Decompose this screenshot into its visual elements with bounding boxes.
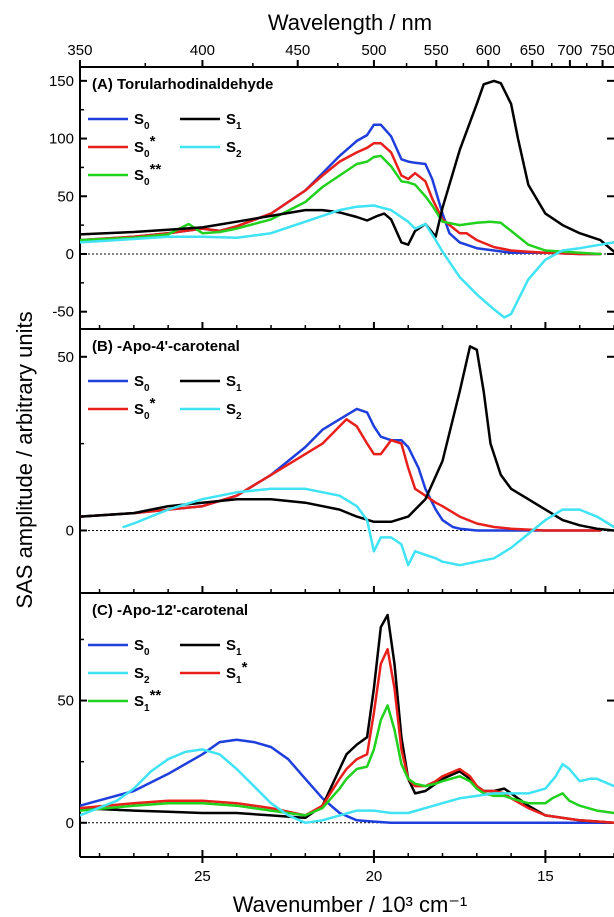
y-tick-label: 100 — [49, 131, 74, 148]
panel-title: (A) Torularhodinaldehyde — [92, 76, 273, 93]
series-group — [80, 613, 614, 825]
top-tick-label: 500 — [361, 42, 386, 59]
top-tick-label: 350 — [67, 42, 92, 59]
series-group — [80, 345, 614, 567]
legend-label-s0star: S0* — [134, 395, 156, 422]
y-tick-label: 0 — [66, 815, 74, 832]
legend-label-s1star: S1* — [226, 659, 248, 686]
top-tick-label: 600 — [476, 42, 501, 59]
legend-label-s0: S0 — [134, 637, 150, 658]
series-line-s1starstar — [80, 704, 614, 817]
x-tick-label: 15 — [537, 868, 554, 885]
x-tick-label: 25 — [194, 868, 211, 885]
bottom-axis-title-text: Wavenumber / 10³ cm⁻¹ — [233, 892, 468, 917]
series-line-s1 — [80, 79, 614, 253]
series-line-s1 — [80, 345, 614, 532]
series-line-s2 — [80, 204, 614, 319]
panel-title: (C) -Apo-12'-carotenal — [92, 602, 248, 619]
legend-label-s0: S0 — [134, 111, 150, 132]
legend-label-s0: S0 — [134, 373, 150, 394]
y-tick-label: 50 — [57, 188, 74, 205]
series-line-s0star — [80, 141, 602, 256]
y-axis-title: SAS amplitude / arbitrary units — [12, 311, 37, 608]
legend-label-s1: S1 — [226, 637, 242, 658]
legend-label-s0star: S0* — [134, 133, 156, 160]
legend-label-s1starstar: S1** — [134, 687, 161, 714]
panel-a: -50 0 50 100 150 350 400 450 500 550 600 650 700 750 (… — [49, 42, 614, 330]
legend-label-s2: S2 — [226, 401, 242, 422]
top-tick-label: 750 — [590, 42, 614, 59]
y-tick-label: -50 — [52, 304, 74, 321]
top-tick-label: 650 — [520, 42, 545, 59]
legend-label-s1: S1 — [226, 373, 242, 394]
y-tick-label: 0 — [66, 246, 74, 263]
top-tick-label: 550 — [424, 42, 449, 59]
legend-label-s0starstar: S0** — [134, 161, 161, 188]
y-tick-label: 50 — [57, 349, 74, 366]
top-axis-title: Wavelength / nm — [268, 10, 432, 35]
top-tick-label: 700 — [557, 42, 582, 59]
y-tick-label: 150 — [49, 73, 74, 90]
series-line-s0 — [80, 738, 614, 825]
legend-label-s2: S2 — [226, 139, 242, 160]
series-line-s0starstar — [80, 154, 602, 256]
legend-label-s1: S1 — [226, 111, 242, 132]
series-line-s2 — [80, 748, 614, 825]
series-line-s0star — [80, 418, 602, 532]
series-line-s1star — [80, 647, 614, 825]
series-line-s2 — [122, 487, 614, 567]
y-tick-label: 50 — [57, 693, 74, 710]
legend-label-s2: S2 — [134, 665, 150, 686]
panel-title: (B) -Apo-4'-carotenal — [92, 338, 240, 355]
top-tick-label: 400 — [190, 42, 215, 59]
series-group — [80, 79, 614, 319]
panel-b: 0 50 (B) -Apo-4'-carotenal S0 S1 S0* S2 — [57, 328, 614, 594]
x-tick-label: 20 — [366, 868, 383, 885]
bottom-axis-title: Wavenumber / 10³ cm⁻¹ — [233, 892, 468, 917]
y-tick-label: 0 — [66, 522, 74, 539]
top-tick-label: 450 — [285, 42, 310, 59]
series-line-s1 — [80, 613, 614, 825]
